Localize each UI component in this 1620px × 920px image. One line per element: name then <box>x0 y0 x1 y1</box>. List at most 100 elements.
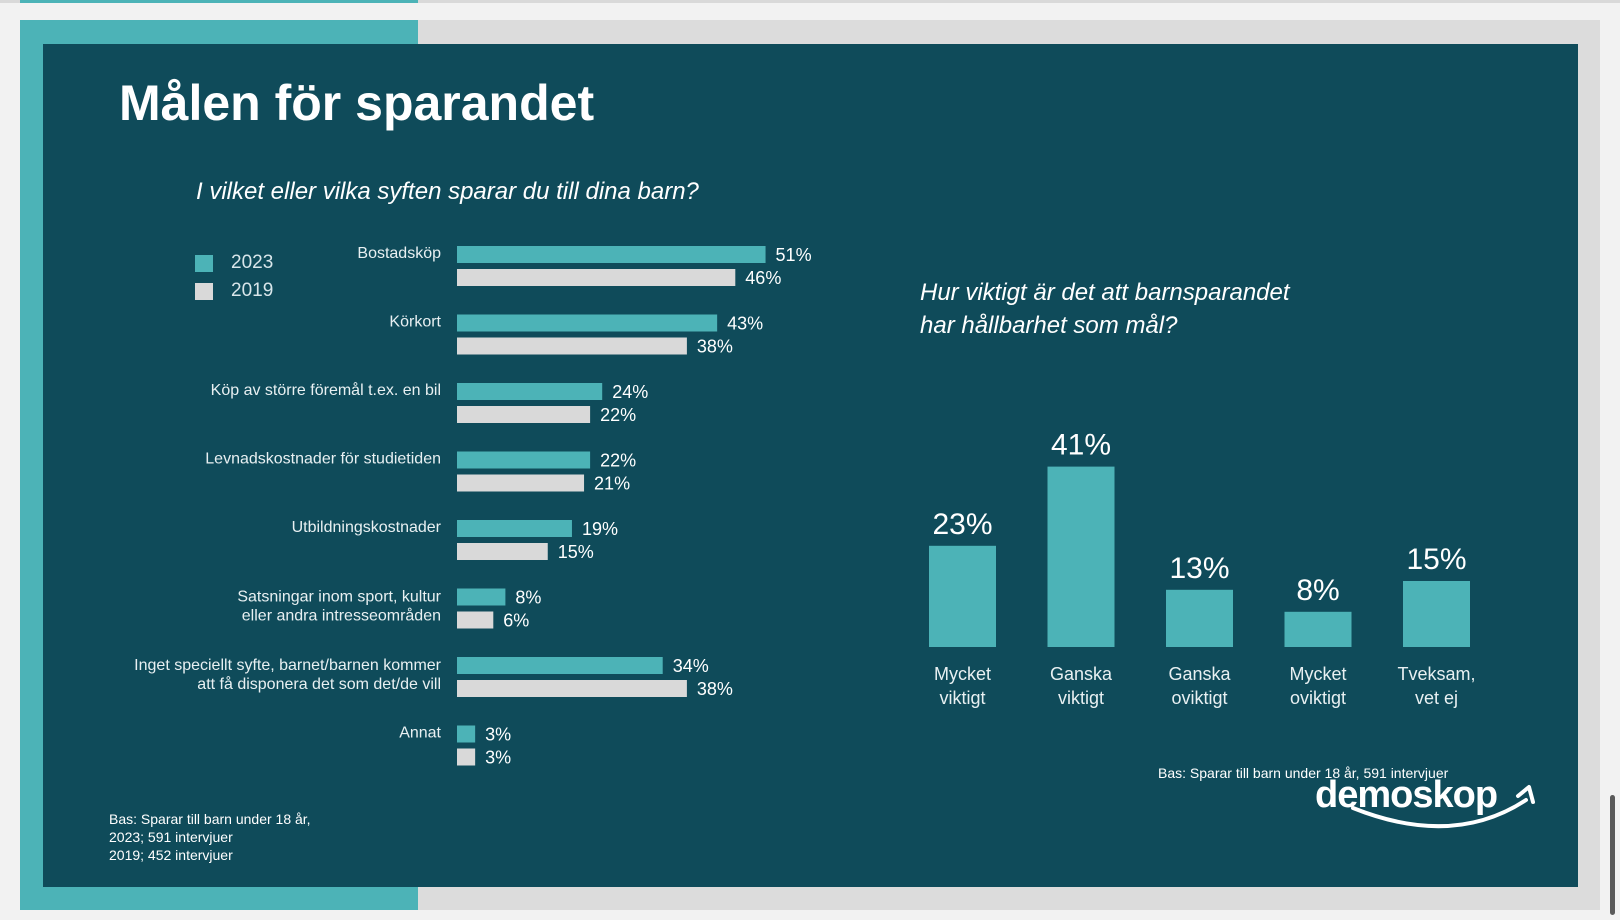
bar-2019 <box>457 611 494 629</box>
vertical-data-label: 41% <box>1051 429 1111 462</box>
category-label-line: Satsningar inom sport, kultur <box>237 589 441 606</box>
category-label-line: Inget speciellt syfte, barnet/barnen kom… <box>134 657 441 674</box>
vertical-category-label-line: Ganska <box>1168 664 1231 684</box>
vertical-category-label-line: oviktigt <box>1171 688 1227 708</box>
bar-2019 <box>457 337 687 355</box>
vertical-category-label: Ganska oviktigt <box>1168 664 1231 708</box>
bar-2023 <box>457 246 766 263</box>
legend-item-2023: 2023 <box>195 249 273 277</box>
left-chart-question: I vilket eller vilka syften sparar du ti… <box>196 178 699 205</box>
vertical-bar-chart: 23% Mycket viktigt 41% Ganska viktigt 13% Gansk… <box>929 429 1476 708</box>
frame-accent-top <box>20 20 418 45</box>
left-chart-base-note: Bas: Sparar till barn under 18 år, 2023;… <box>109 810 311 864</box>
base-note-line-3: 2019; 452 intervjuer <box>109 847 233 863</box>
bar-2023 <box>457 314 718 332</box>
bar-2023 <box>457 657 663 674</box>
frame-accent-left <box>20 20 43 910</box>
horizontal-bar-chart: Bostadsköp 51% 46% Körkort 43% 38% Köp av stör… <box>134 245 812 768</box>
vertical-category-label-line: Ganska <box>1050 664 1113 684</box>
top-strip <box>0 0 1620 3</box>
vertical-category-label-line: Mycket <box>1289 664 1346 684</box>
base-note-line-2: 2023; 591 intervjuer <box>109 829 233 845</box>
category-label-line: Köp av större föremål t.ex. en bil <box>211 381 441 399</box>
data-label-2019: 22% <box>600 405 636 425</box>
data-label-2019: 6% <box>503 611 529 631</box>
legend: 2023 2019 <box>195 249 273 305</box>
bar-2019 <box>457 474 585 492</box>
demoskop-logo: demoskop <box>1315 774 1498 816</box>
data-label-2019: 3% <box>485 748 511 768</box>
category-label: Bostadsköp <box>357 245 441 262</box>
legend-item-2019: 2019 <box>195 277 273 305</box>
vertical-category-label: Mycket viktigt <box>934 664 991 708</box>
category-label: Inget speciellt syfte, barnet/barnen kom… <box>134 657 441 693</box>
vertical-bar <box>929 545 996 647</box>
category-label: Annat <box>399 725 441 742</box>
category-label: Satsningar inom sport, kultur eller andra… <box>237 589 441 625</box>
logo-swoosh-icon <box>1351 785 1535 829</box>
vertical-bar <box>1166 589 1233 647</box>
data-label-2023: 8% <box>515 588 541 608</box>
legend-label-2019: 2019 <box>231 280 274 301</box>
category-label: Körkort <box>389 314 441 331</box>
vertical-category-label: Tveksam, vet ej <box>1397 664 1475 708</box>
vertical-category-label-line: Tveksam, <box>1397 664 1475 684</box>
category-label: Levnadskostnader för studietiden <box>205 451 441 468</box>
frame-accent-bottom <box>20 887 418 910</box>
vertical-data-label: 23% <box>932 508 992 541</box>
right-chart-base-note: Bas: Sparar till barn under 18 år, 591 i… <box>1158 765 1449 781</box>
bar-2023 <box>457 588 506 606</box>
bar-2019 <box>457 748 476 766</box>
top-strip-accent <box>20 0 418 3</box>
right-chart-question: Hur viktigt är det att barnsparandet har… <box>920 276 1290 342</box>
right-chart-question-line-2: har hållbarhet som mål? <box>920 312 1178 339</box>
vertical-bar <box>1403 581 1470 647</box>
category-label-line: Annat <box>399 725 441 742</box>
category-label-line: Levnadskostnader för studietiden <box>205 451 441 468</box>
vertical-category-label-line: vet ej <box>1415 688 1458 708</box>
category-label-line: eller andra intresseområden <box>242 607 441 625</box>
slide: Målen för sparandet I vilket eller vilka… <box>43 44 1578 887</box>
legend-swatch-2019 <box>195 282 213 300</box>
right-chart-question-line-1: Hur viktigt är det att barnsparandet <box>920 279 1290 306</box>
data-label-2023: 22% <box>600 451 636 471</box>
bar-2019 <box>457 680 687 697</box>
data-label-2019: 15% <box>558 542 594 562</box>
vertical-category-label-line: viktigt <box>1058 688 1104 708</box>
data-label-2023: 51% <box>776 245 812 265</box>
data-label-2019: 38% <box>697 679 733 699</box>
bar-2019 <box>457 543 548 560</box>
data-label-2023: 19% <box>582 519 618 539</box>
data-label-2023: 34% <box>673 656 709 676</box>
vertical-data-label: 13% <box>1169 552 1229 585</box>
vertical-category-label: Mycket oviktigt <box>1289 664 1346 708</box>
legend-swatch-2023 <box>195 254 213 272</box>
vertical-category-label-line: viktigt <box>939 688 985 708</box>
legend-label-2023: 2023 <box>231 252 274 273</box>
bar-2019 <box>457 269 736 286</box>
category-label: Köp av större föremål t.ex. en bil <box>211 381 441 399</box>
category-label-line: att få disponera det som det/de vill <box>197 675 441 693</box>
data-label-2023: 24% <box>612 382 648 402</box>
bar-2023 <box>457 725 476 743</box>
bar-2023 <box>457 383 603 400</box>
bar-2019 <box>457 406 591 423</box>
vertical-data-label: 15% <box>1406 543 1466 576</box>
category-label-line: Bostadsköp <box>357 245 441 262</box>
data-label-2023: 3% <box>485 725 511 745</box>
data-label-2019: 38% <box>697 337 733 357</box>
category-label: Utbildningskostnader <box>292 519 442 536</box>
vertical-category-label: Ganska viktigt <box>1050 664 1113 708</box>
data-label-2023: 43% <box>727 314 763 334</box>
vertical-bar <box>1047 466 1115 647</box>
category-label-line: Utbildningskostnader <box>292 519 442 536</box>
vertical-bar <box>1284 611 1352 647</box>
bar-2023 <box>457 520 572 537</box>
category-label-line: Körkort <box>389 314 441 331</box>
slide-title: Målen för sparandet <box>119 75 595 131</box>
vertical-category-label-line: Mycket <box>934 664 991 684</box>
scrollbar-thumb[interactable] <box>1610 795 1615 915</box>
data-label-2019: 21% <box>594 474 630 494</box>
bar-2023 <box>457 451 591 469</box>
data-label-2019: 46% <box>745 268 781 288</box>
